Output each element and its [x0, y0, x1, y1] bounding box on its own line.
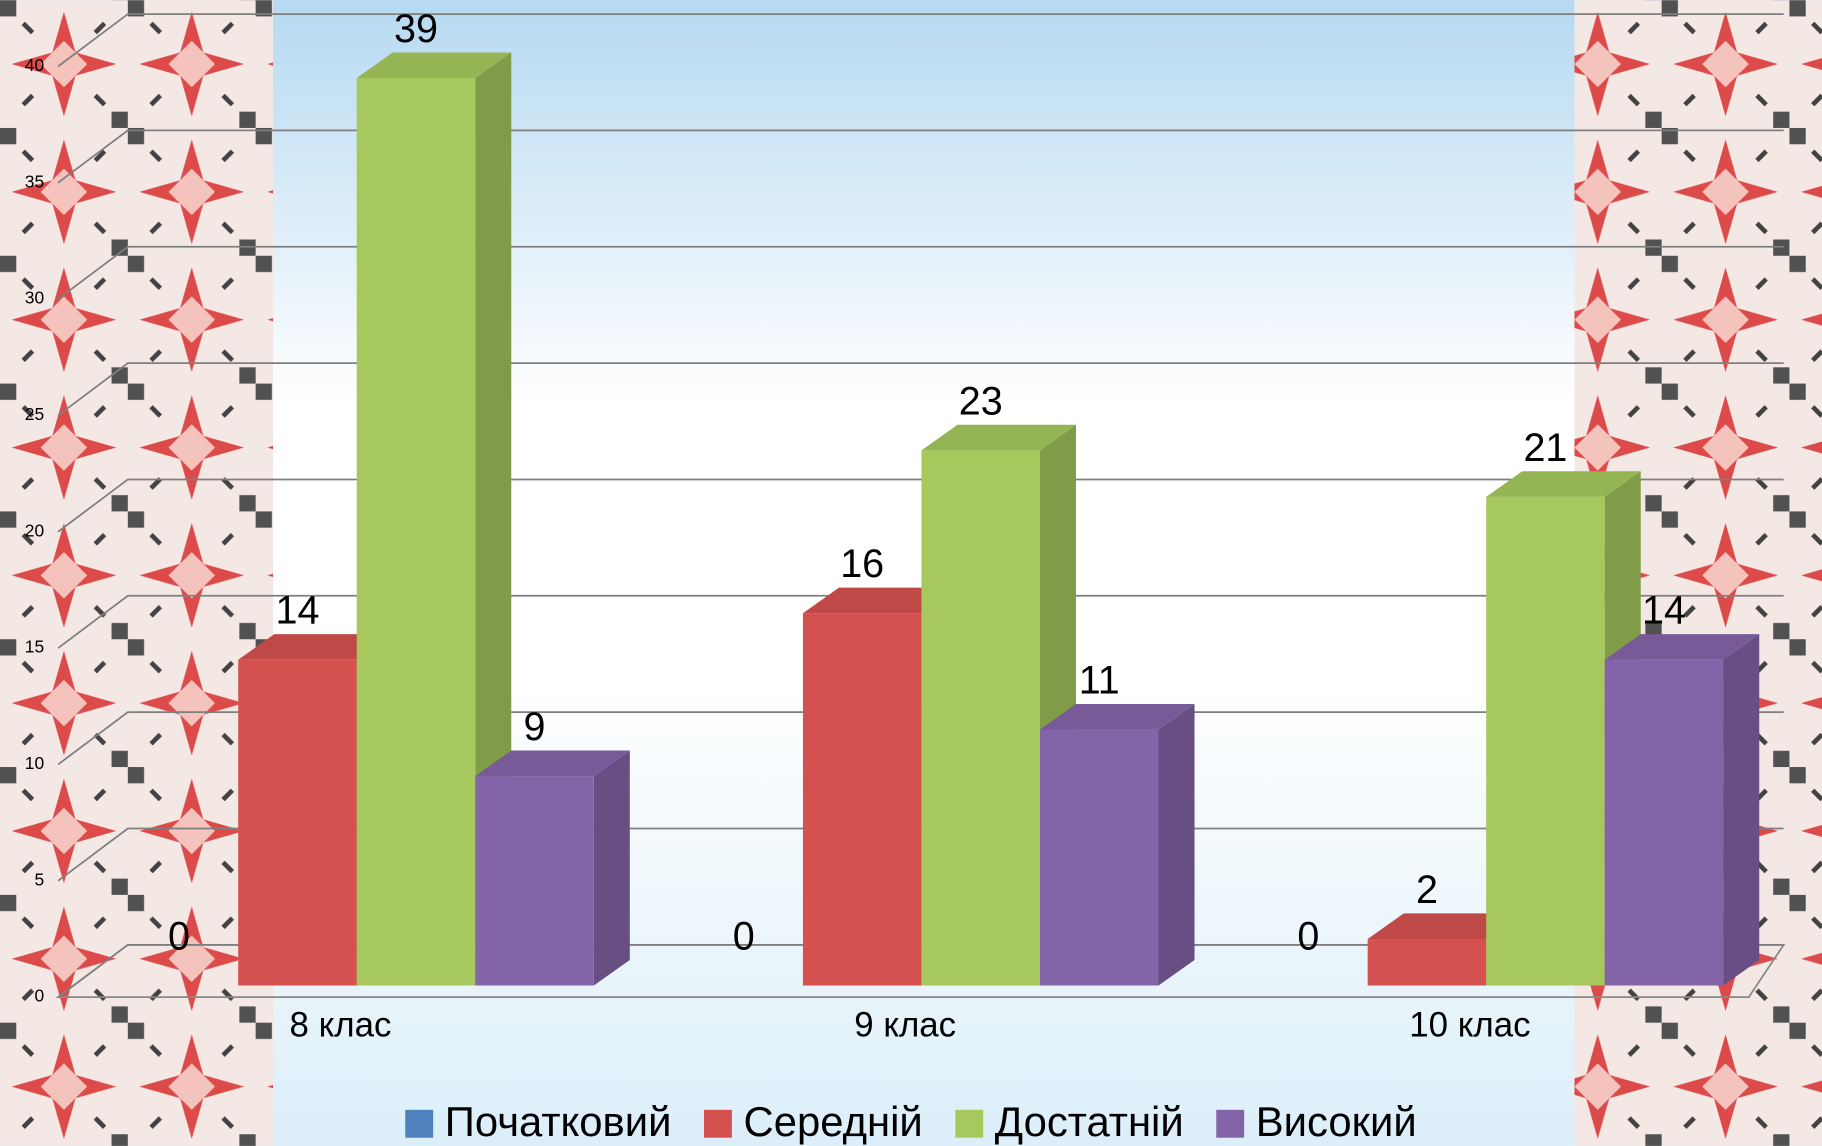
y-tick-label: 35	[25, 171, 44, 191]
value-label: 14	[1642, 589, 1686, 633]
bar	[921, 424, 1077, 986]
y-tick-label: 25	[25, 404, 44, 424]
y-tick-label: 30	[25, 288, 44, 308]
value-label: 9	[524, 705, 546, 749]
bar	[475, 750, 630, 986]
grid-line	[57, 129, 1784, 184]
bar-top	[475, 750, 630, 777]
bar-side	[1723, 634, 1760, 986]
bar	[356, 52, 512, 986]
bar-top	[921, 424, 1077, 451]
grid-line	[57, 594, 1784, 649]
bar-front	[1486, 496, 1605, 986]
legend-swatch	[1216, 1109, 1245, 1138]
legend-label: Достатній	[995, 1098, 1184, 1145]
value-label: 2	[1416, 868, 1438, 912]
legend-swatch	[704, 1109, 732, 1138]
bar-front	[921, 450, 1040, 986]
bar-top	[238, 634, 393, 660]
bar-front	[356, 78, 476, 986]
legend-swatch	[405, 1109, 434, 1138]
bar	[1604, 634, 1760, 986]
bar-front	[1367, 938, 1487, 986]
bar-top	[1486, 471, 1641, 497]
value-label: 39	[394, 7, 438, 51]
bar-front	[802, 613, 922, 986]
bar-front	[475, 776, 594, 986]
bar-side	[475, 52, 512, 986]
legend-label: Початковий	[445, 1098, 672, 1145]
embroidery-left	[0, 0, 274, 1146]
grid-line	[57, 711, 1784, 766]
grid-line	[57, 478, 1784, 533]
bar-top	[1367, 913, 1523, 939]
bar-top	[802, 587, 958, 614]
bar-side	[593, 750, 630, 986]
grid-line	[57, 245, 1784, 300]
x-tick-label: 10 клас	[1409, 1006, 1530, 1045]
bar	[1486, 471, 1641, 986]
y-tick-label: 20	[25, 520, 44, 540]
bar-front	[238, 659, 357, 986]
value-label: 14	[276, 589, 320, 633]
value-label: 21	[1523, 426, 1567, 470]
value-label: 0	[168, 914, 190, 958]
x-tick-label: 8 клас	[290, 1006, 392, 1045]
bar-top	[1039, 703, 1195, 730]
bar-front	[1039, 729, 1159, 986]
bar	[1039, 703, 1195, 986]
value-label: 11	[1079, 659, 1120, 703]
x-tick-label: 9 клас	[854, 1006, 956, 1045]
bar-front	[1604, 659, 1724, 986]
grid-line	[57, 13, 1784, 68]
legend: Початковий Середній Достатній Високий	[405, 1098, 1417, 1145]
bars	[238, 52, 1760, 986]
grid-line	[57, 943, 1784, 998]
grid-line	[57, 827, 1784, 882]
y-tick-label: 10	[25, 753, 44, 773]
y-tick-label: 5	[34, 869, 44, 889]
bar-side	[1158, 703, 1195, 986]
legend-swatch	[955, 1109, 984, 1138]
y-tick-label: 15	[25, 637, 44, 657]
value-label: 23	[959, 379, 1003, 423]
value-label: 16	[840, 542, 884, 586]
grid-line	[57, 362, 1784, 417]
value-label: 0	[1297, 914, 1319, 958]
y-tick-label: 0	[34, 986, 44, 1006]
legend-label: Середній	[744, 1098, 923, 1145]
grid	[55, 13, 1786, 998]
value-label: 0	[733, 914, 755, 958]
y-tick-label: 40	[25, 55, 44, 75]
bar-top	[1604, 634, 1760, 660]
bar-top	[356, 52, 512, 79]
legend-label: Високий	[1256, 1098, 1417, 1145]
